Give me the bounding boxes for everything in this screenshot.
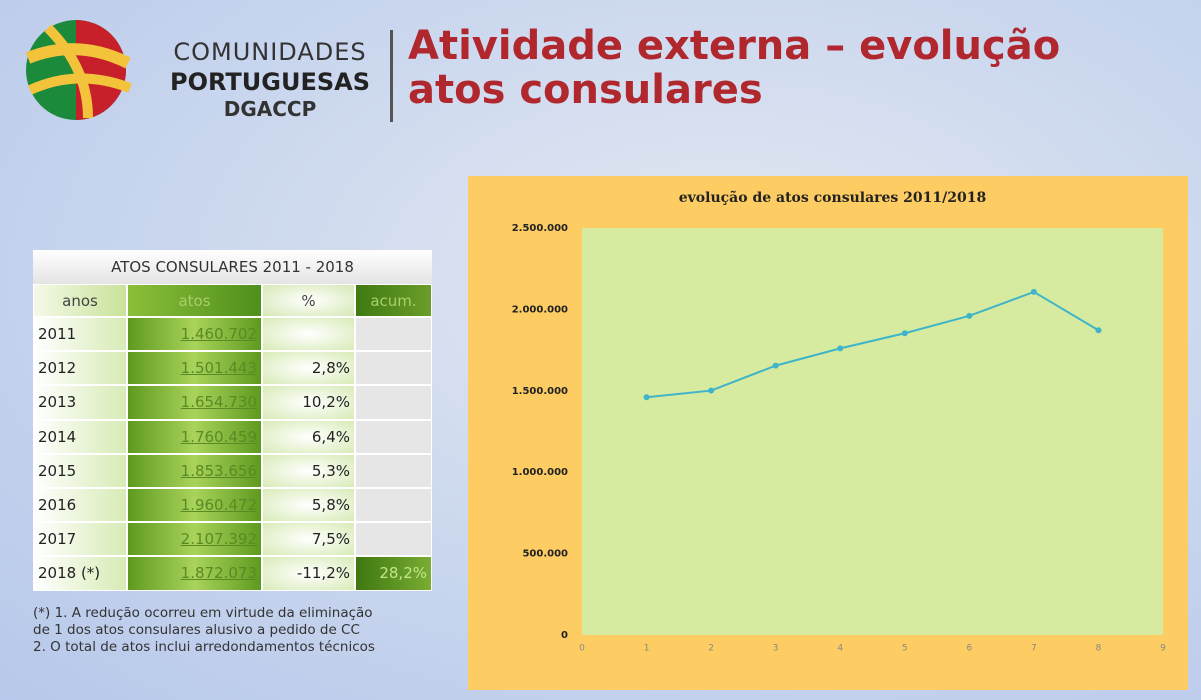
table-cell: 6,4% bbox=[262, 419, 355, 454]
table-cell: 2012 bbox=[33, 351, 127, 386]
data-point bbox=[1095, 327, 1102, 334]
table-row: 2017 2.107.392 7,5% bbox=[33, 522, 432, 557]
logo bbox=[25, 20, 132, 120]
table-title: ATOS CONSULARES 2011 - 2018 bbox=[33, 250, 432, 284]
chart-title: evolução de atos consulares 2011/2018 bbox=[679, 189, 986, 206]
x-tick-label: 2 bbox=[708, 644, 714, 654]
table-cell: 2015 bbox=[33, 453, 127, 488]
table-cell: 2,8% bbox=[262, 351, 355, 386]
header-cell: atos bbox=[127, 284, 262, 317]
table-cell bbox=[355, 317, 432, 352]
x-tick-label: 5 bbox=[902, 644, 908, 654]
table-cell: 1.872.073 bbox=[127, 556, 262, 591]
table-cell: 2018 (*) bbox=[33, 556, 127, 591]
table-cell bbox=[355, 385, 432, 420]
table-cell bbox=[355, 522, 432, 557]
table-row: 2014 1.760.459 6,4% bbox=[33, 419, 432, 454]
footnote: (*) 1. A redução ocorreu em virtude da e… bbox=[33, 605, 375, 656]
brand-line: DGACCP bbox=[223, 97, 317, 121]
x-tick-label: 1 bbox=[644, 644, 650, 654]
footnote-line: 2. O total de atos inclui arredondamento… bbox=[33, 639, 375, 655]
x-tick-label: 0 bbox=[579, 644, 585, 654]
data-line bbox=[646, 290, 1099, 399]
table-cell: 5,8% bbox=[262, 487, 355, 523]
data-point bbox=[901, 330, 908, 337]
table-cell: 1.853.656 bbox=[127, 453, 262, 488]
table-cell: 1.501.443 bbox=[127, 351, 262, 386]
table-row: 2013 1.654.730 10,2% bbox=[33, 385, 432, 420]
table-row: 2011 1.460.702 bbox=[33, 317, 432, 352]
table-cell: 2.107.392 bbox=[127, 522, 262, 557]
data-point bbox=[837, 345, 844, 352]
data-point bbox=[708, 387, 715, 394]
footnote-line: (*) 1. A redução ocorreu em virtude da e… bbox=[33, 605, 373, 621]
y-tick-label: 2.500.000 bbox=[512, 223, 568, 234]
data-point bbox=[772, 362, 779, 369]
header-cell: anos bbox=[33, 284, 127, 317]
table-cell bbox=[262, 317, 355, 352]
y-tick-label: 500.000 bbox=[522, 549, 568, 560]
table-cell: -11,2% bbox=[262, 556, 355, 591]
table-cell: 1.654.730 bbox=[127, 385, 262, 420]
data-point bbox=[643, 394, 650, 401]
table-cell bbox=[355, 453, 432, 488]
divider bbox=[390, 30, 393, 122]
table-cell: 1.760.459 bbox=[127, 419, 262, 454]
x-tick-label: 9 bbox=[1160, 644, 1166, 654]
table-cell: 2017 bbox=[33, 522, 127, 557]
y-tick-label: 1.500.000 bbox=[512, 386, 568, 397]
table-cell: 2014 bbox=[33, 419, 127, 454]
brand-line: COMUNIDADES bbox=[173, 38, 367, 66]
data-point bbox=[1030, 288, 1037, 295]
x-tick-label: 7 bbox=[1031, 644, 1037, 654]
table-row: 2012 1.501.443 2,8% bbox=[33, 351, 432, 386]
table-row: 2016 1.960.472 5,8% bbox=[33, 487, 432, 523]
table-cell: 2013 bbox=[33, 385, 127, 420]
table-cell: 28,2% bbox=[355, 556, 432, 591]
table-cell bbox=[355, 487, 432, 523]
table-cell: 10,2% bbox=[262, 385, 355, 420]
table-row: 2018 (*) 1.872.073 -11,2% 28,2% bbox=[33, 556, 432, 591]
x-tick-label: 6 bbox=[966, 644, 972, 654]
slide-title: Atividade externa – evolução atos consul… bbox=[408, 23, 1061, 113]
table-cell: 2016 bbox=[33, 487, 127, 523]
table-header: anos atos% acum. bbox=[33, 284, 432, 317]
footnote-line: de 1 dos atos consulares alusivo a pedid… bbox=[33, 622, 360, 638]
table-cell: 5,3% bbox=[262, 453, 355, 488]
y-tick-label: 0 bbox=[561, 630, 568, 641]
table-row: 2015 1.853.656 5,3% bbox=[33, 453, 432, 488]
brand-line: PORTUGUESAS bbox=[170, 68, 370, 96]
table-cell: 1.960.472 bbox=[127, 487, 262, 523]
table: ATOS CONSULARES 2011 - 2018 anos atos% acum… bbox=[33, 250, 432, 591]
x-tick-label: 3 bbox=[773, 644, 779, 654]
x-tick-label: 8 bbox=[1096, 644, 1102, 654]
table-cell: 2011 bbox=[33, 317, 127, 352]
table-cell: 1.460.702 bbox=[127, 317, 262, 352]
table-cell bbox=[355, 351, 432, 386]
y-tick-label: 1.000.000 bbox=[512, 467, 568, 478]
header-cell: acum. bbox=[355, 284, 432, 317]
table-cell: 7,5% bbox=[262, 522, 355, 557]
x-tick-label: 4 bbox=[837, 644, 843, 654]
y-tick-label: 2.000.000 bbox=[512, 304, 568, 315]
header-cell: % bbox=[262, 284, 355, 317]
table-cell bbox=[355, 419, 432, 454]
data-point bbox=[966, 312, 973, 319]
plot-area bbox=[582, 228, 1163, 635]
